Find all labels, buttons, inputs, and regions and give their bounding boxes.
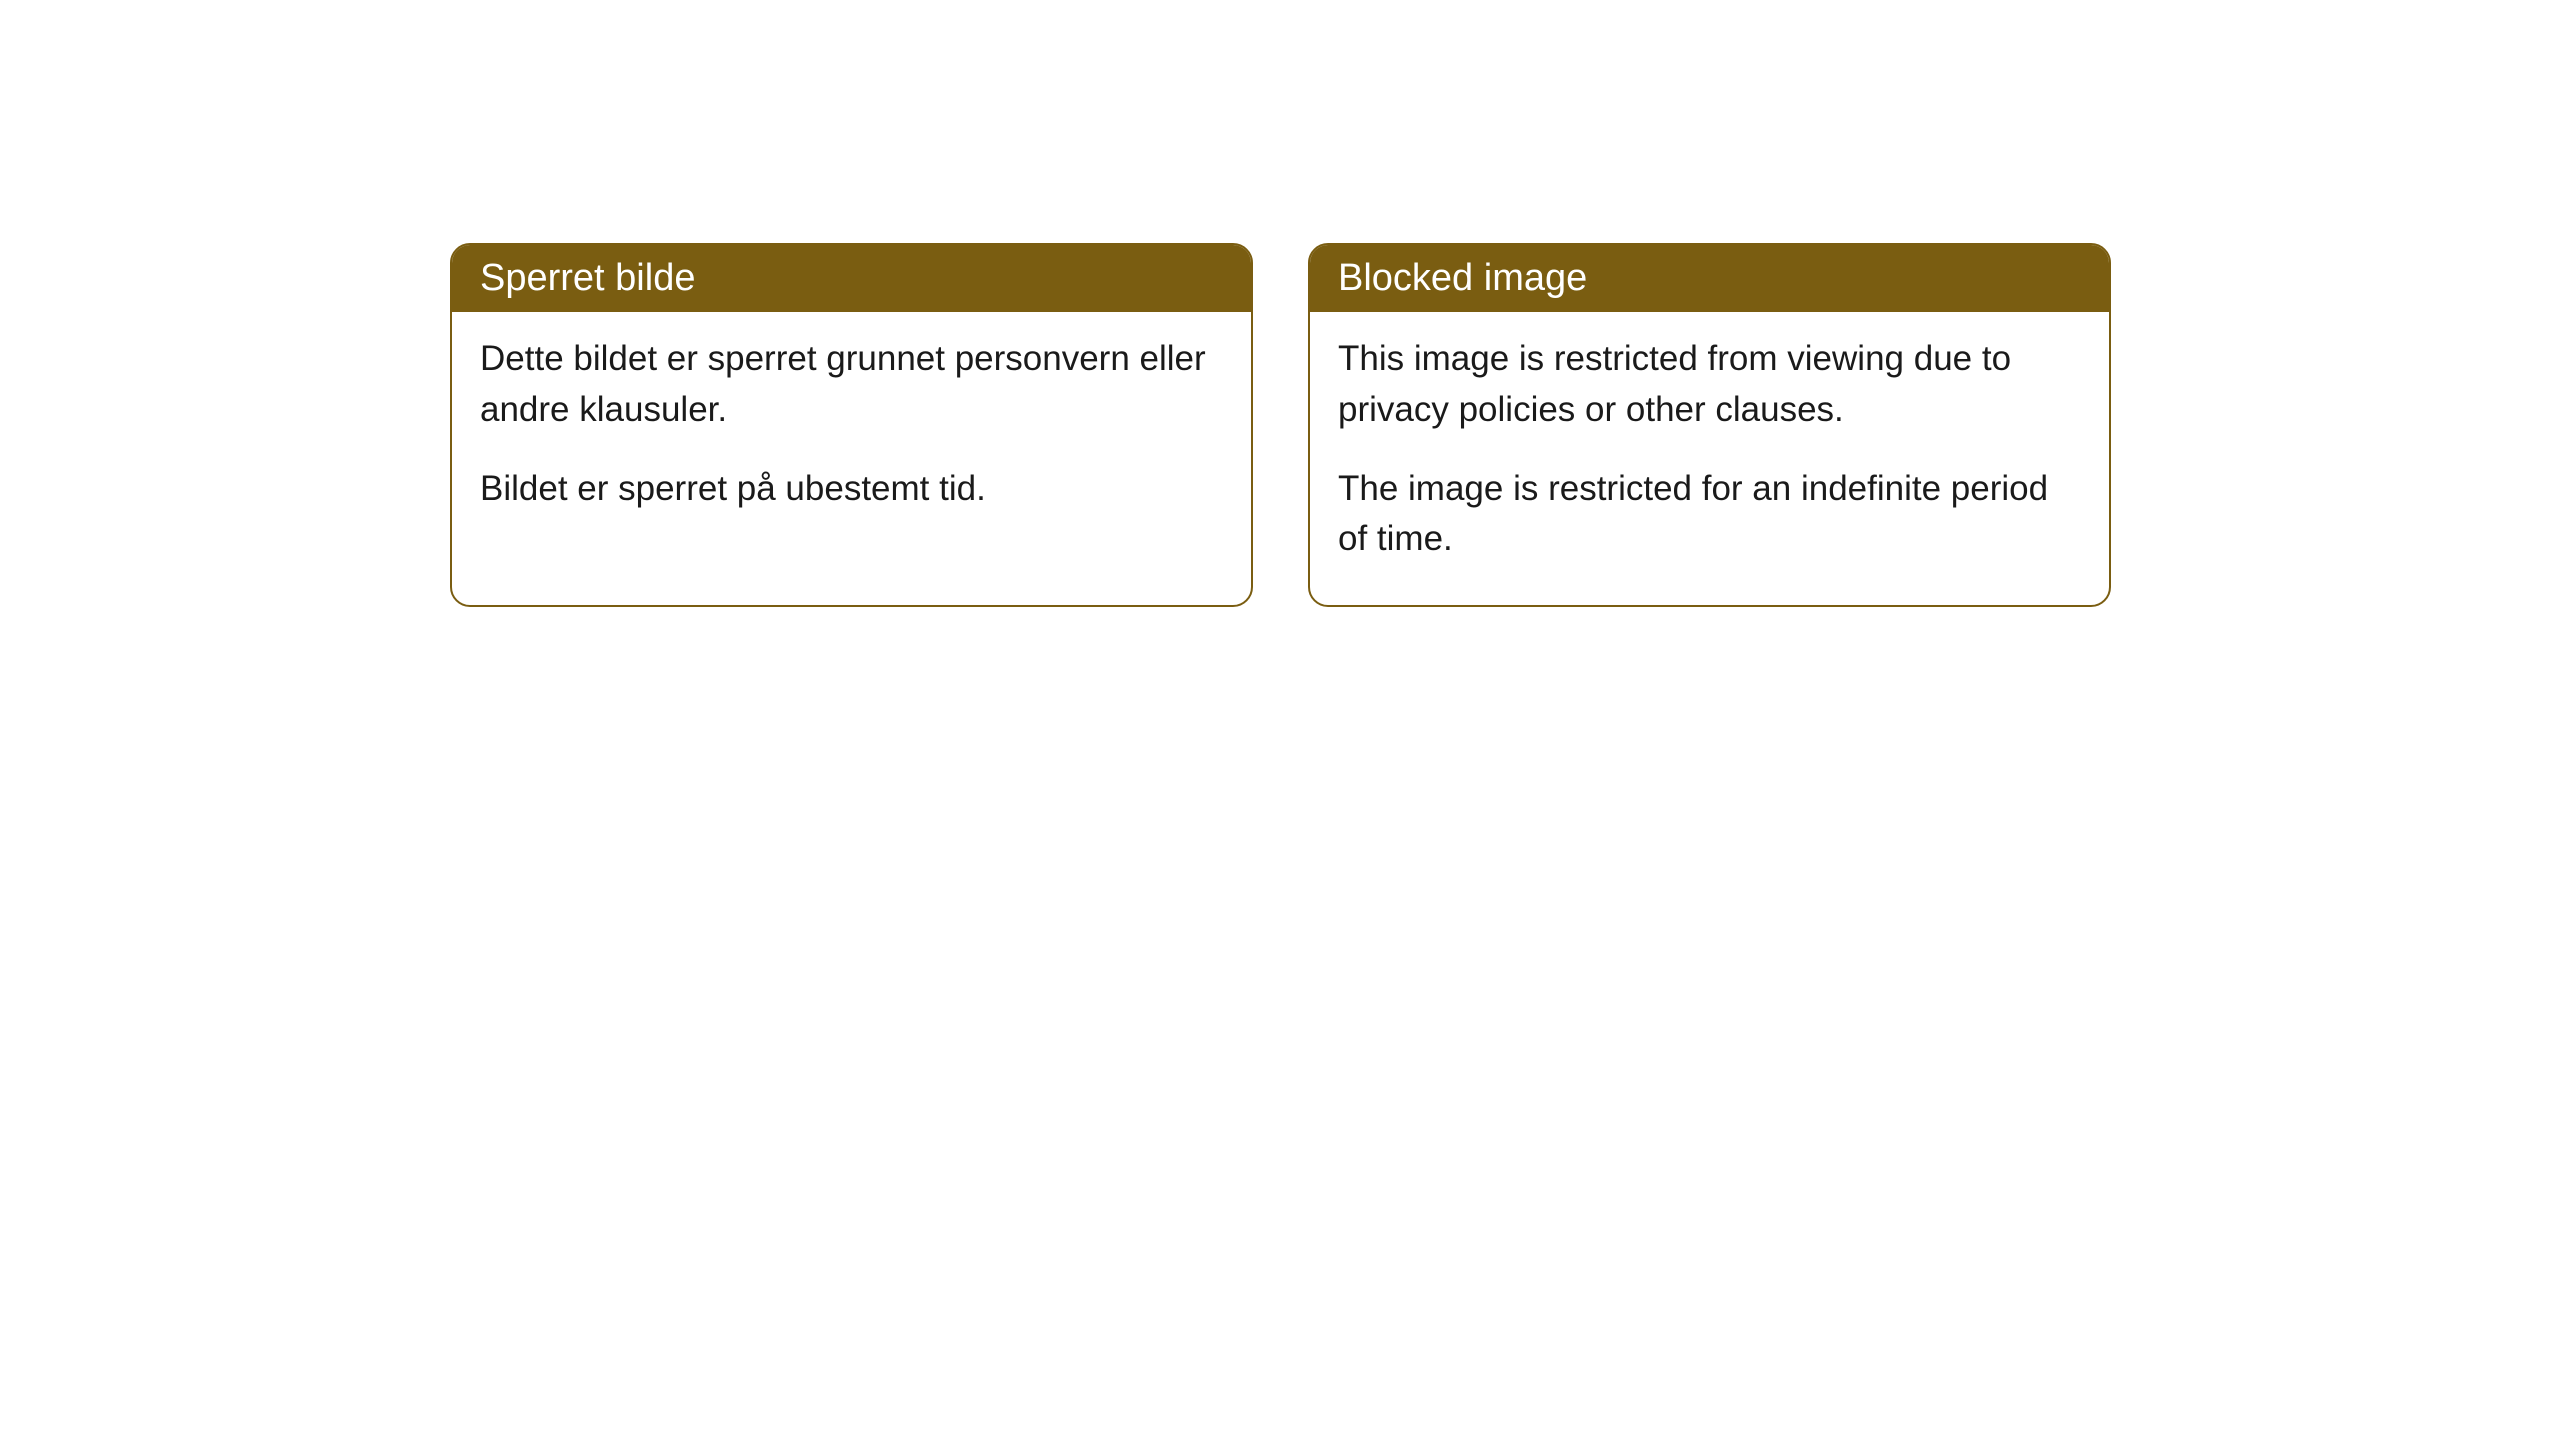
card-paragraph: Dette bildet er sperret grunnet personve… [480, 334, 1223, 436]
card-paragraph: Bildet er sperret på ubestemt tid. [480, 464, 1223, 515]
card-body-no: Dette bildet er sperret grunnet personve… [452, 312, 1251, 554]
blocked-image-card-no: Sperret bilde Dette bildet er sperret gr… [450, 243, 1253, 607]
card-header-en: Blocked image [1310, 245, 2109, 312]
notice-cards-container: Sperret bilde Dette bildet er sperret gr… [450, 243, 2111, 607]
card-body-en: This image is restricted from viewing du… [1310, 312, 2109, 605]
card-paragraph: The image is restricted for an indefinit… [1338, 464, 2081, 566]
blocked-image-card-en: Blocked image This image is restricted f… [1308, 243, 2111, 607]
card-header-no: Sperret bilde [452, 245, 1251, 312]
card-paragraph: This image is restricted from viewing du… [1338, 334, 2081, 436]
